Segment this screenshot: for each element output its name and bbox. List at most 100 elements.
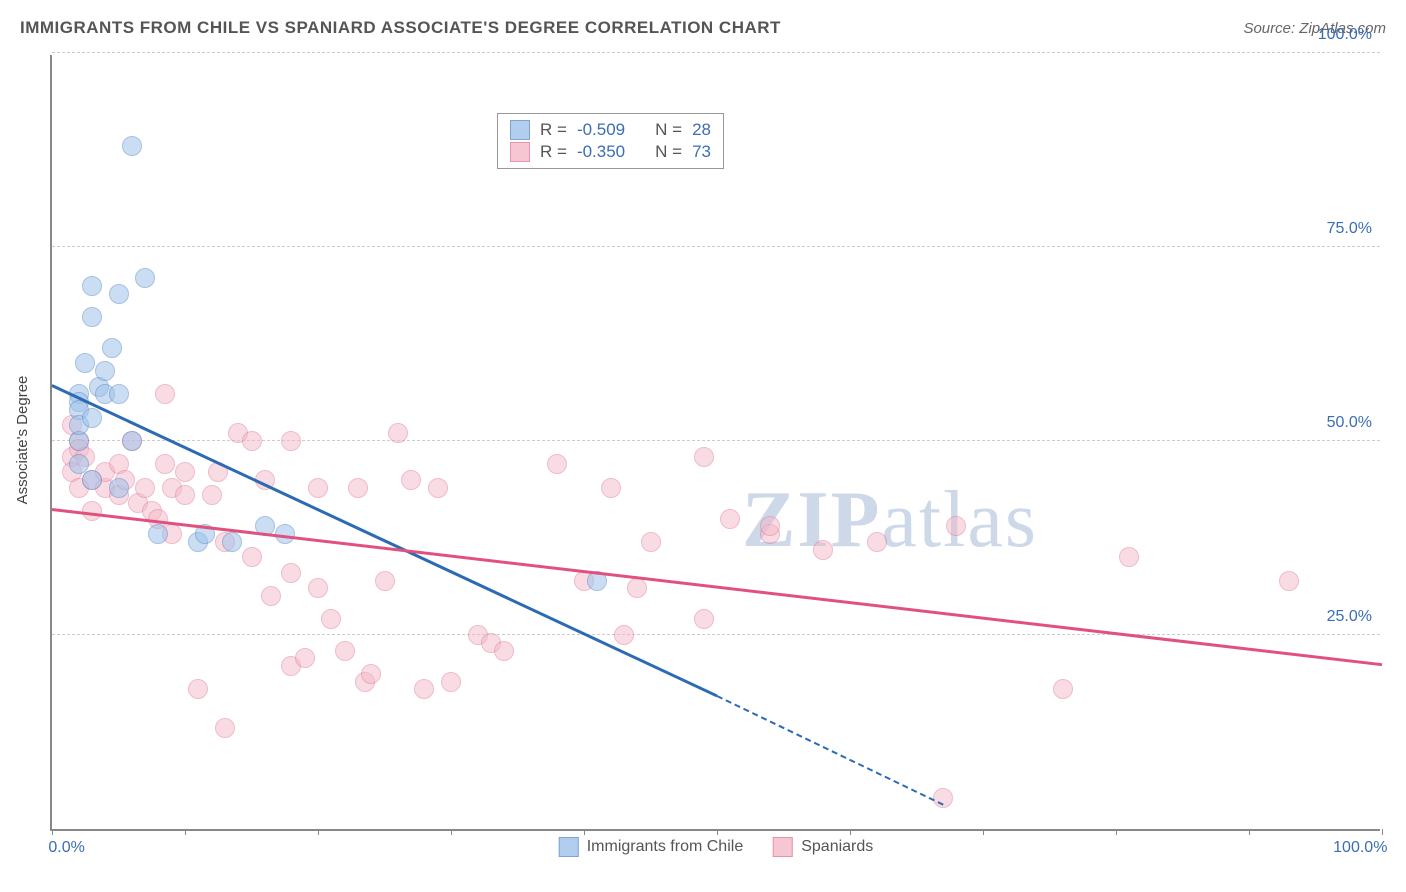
scatter-point: [335, 641, 355, 661]
scatter-point: [222, 532, 242, 552]
scatter-point: [375, 571, 395, 591]
scatter-point: [813, 540, 833, 560]
scatter-point: [494, 641, 514, 661]
scatter-point: [82, 307, 102, 327]
xtick-label: 0.0%: [48, 839, 84, 857]
chart-title: IMMIGRANTS FROM CHILE VS SPANIARD ASSOCI…: [20, 18, 781, 38]
scatter-point: [242, 431, 262, 451]
scatter-point: [122, 136, 142, 156]
scatter-point: [401, 470, 421, 490]
plot-area: ZIPatlas R = -0.509 N = 28 R = -0.350 N = 7…: [50, 55, 1380, 831]
series-legend: Immigrants from Chile Spaniards: [559, 837, 874, 857]
scatter-point: [321, 609, 341, 629]
stats-legend-row: R = -0.509 N = 28: [510, 119, 711, 141]
ytick-label: 75.0%: [1327, 220, 1372, 238]
xtick: [185, 829, 186, 835]
scatter-point: [867, 532, 887, 552]
scatter-point: [109, 384, 129, 404]
scatter-point: [1279, 571, 1299, 591]
scatter-point: [641, 532, 661, 552]
xtick: [1249, 829, 1250, 835]
stat-r-label: R =: [540, 120, 567, 140]
scatter-point: [694, 609, 714, 629]
stat-n-value: 73: [692, 142, 711, 162]
stat-r-value: -0.350: [577, 142, 625, 162]
scatter-point: [361, 664, 381, 684]
scatter-point: [82, 276, 102, 296]
scatter-point: [281, 431, 301, 451]
xtick: [850, 829, 851, 835]
scatter-point: [1119, 547, 1139, 567]
scatter-point: [109, 284, 129, 304]
scatter-point: [122, 431, 142, 451]
xtick: [717, 829, 718, 835]
scatter-point: [102, 338, 122, 358]
xtick: [451, 829, 452, 835]
stat-n-label: N =: [655, 120, 682, 140]
stats-legend: R = -0.509 N = 28 R = -0.350 N = 73: [497, 113, 724, 169]
xtick: [318, 829, 319, 835]
scatter-point: [281, 563, 301, 583]
stats-legend-row: R = -0.350 N = 73: [510, 141, 711, 163]
scatter-point: [428, 478, 448, 498]
xtick: [1116, 829, 1117, 835]
xtick: [584, 829, 585, 835]
scatter-point: [308, 478, 328, 498]
scatter-point: [155, 454, 175, 474]
scatter-point: [348, 478, 368, 498]
ytick-label: 100.0%: [1318, 26, 1372, 44]
scatter-point: [75, 353, 95, 373]
scatter-point: [175, 462, 195, 482]
stat-n-value: 28: [692, 120, 711, 140]
scatter-point: [308, 578, 328, 598]
scatter-point: [601, 478, 621, 498]
scatter-point: [135, 478, 155, 498]
gridline: [52, 246, 1380, 247]
scatter-point: [148, 524, 168, 544]
scatter-point: [82, 408, 102, 428]
legend-swatch: [510, 120, 530, 140]
scatter-point: [261, 586, 281, 606]
scatter-point: [135, 268, 155, 288]
y-axis-label: Associate's Degree: [14, 376, 31, 505]
watermark: ZIPatlas: [742, 475, 1038, 566]
scatter-point: [388, 423, 408, 443]
gridline: [52, 52, 1380, 53]
scatter-point: [155, 384, 175, 404]
scatter-point: [946, 516, 966, 536]
scatter-point: [441, 672, 461, 692]
scatter-point: [760, 516, 780, 536]
ytick-label: 25.0%: [1327, 608, 1372, 626]
trend-line: [52, 508, 1382, 666]
scatter-point: [95, 361, 115, 381]
stat-r-value: -0.509: [577, 120, 625, 140]
stat-n-label: N =: [655, 142, 682, 162]
stat-r-label: R =: [540, 142, 567, 162]
scatter-point: [175, 485, 195, 505]
scatter-point: [614, 625, 634, 645]
chart-container: IMMIGRANTS FROM CHILE VS SPANIARD ASSOCI…: [0, 0, 1406, 892]
scatter-point: [242, 547, 262, 567]
scatter-point: [215, 718, 235, 738]
scatter-point: [188, 679, 208, 699]
scatter-point: [1053, 679, 1073, 699]
scatter-point: [295, 648, 315, 668]
scatter-point: [414, 679, 434, 699]
scatter-point: [720, 509, 740, 529]
xtick-label: 100.0%: [1333, 839, 1387, 857]
scatter-point: [933, 788, 953, 808]
series-name: Immigrants from Chile: [587, 838, 743, 856]
scatter-point: [202, 485, 222, 505]
scatter-point: [109, 478, 129, 498]
series-legend-item: Immigrants from Chile: [559, 837, 743, 857]
legend-swatch: [559, 837, 579, 857]
legend-swatch: [773, 837, 793, 857]
scatter-point: [547, 454, 567, 474]
scatter-point: [627, 578, 647, 598]
scatter-point: [82, 470, 102, 490]
trend-line-extrapolated: [717, 695, 944, 805]
xtick: [983, 829, 984, 835]
gridline: [52, 634, 1380, 635]
series-name: Spaniards: [801, 838, 873, 856]
xtick: [52, 829, 53, 835]
